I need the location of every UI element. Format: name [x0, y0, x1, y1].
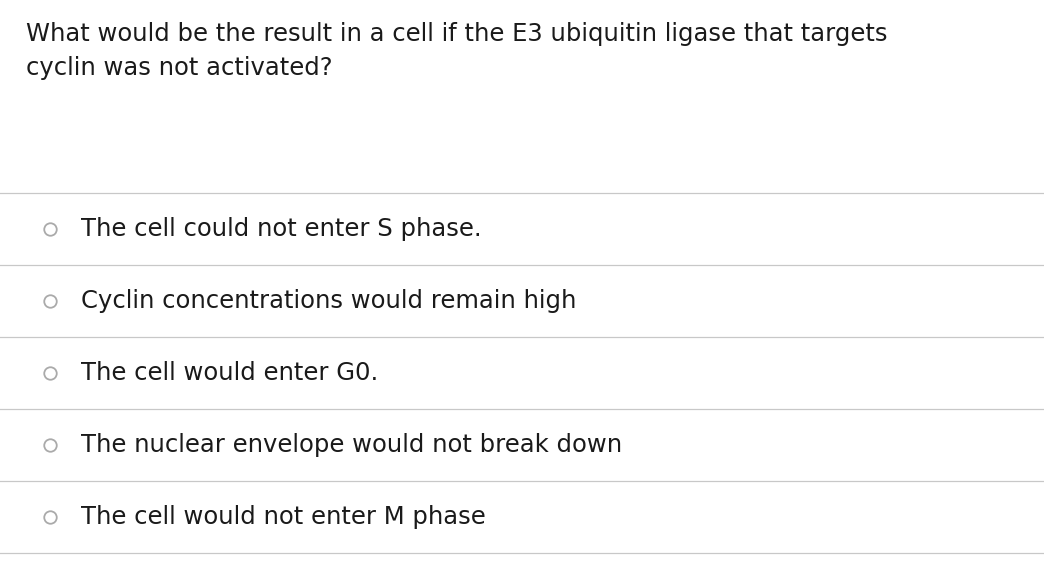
Text: The cell would not enter M phase: The cell would not enter M phase	[81, 505, 487, 529]
Text: What would be the result in a cell if the E3 ubiquitin ligase that targets
cycli: What would be the result in a cell if th…	[26, 22, 887, 80]
Text: The nuclear envelope would not break down: The nuclear envelope would not break dow…	[81, 433, 622, 457]
Text: Cyclin concentrations would remain high: Cyclin concentrations would remain high	[81, 289, 576, 313]
Text: The cell could not enter S phase.: The cell could not enter S phase.	[81, 217, 482, 241]
Text: The cell would enter G0.: The cell would enter G0.	[81, 361, 379, 385]
